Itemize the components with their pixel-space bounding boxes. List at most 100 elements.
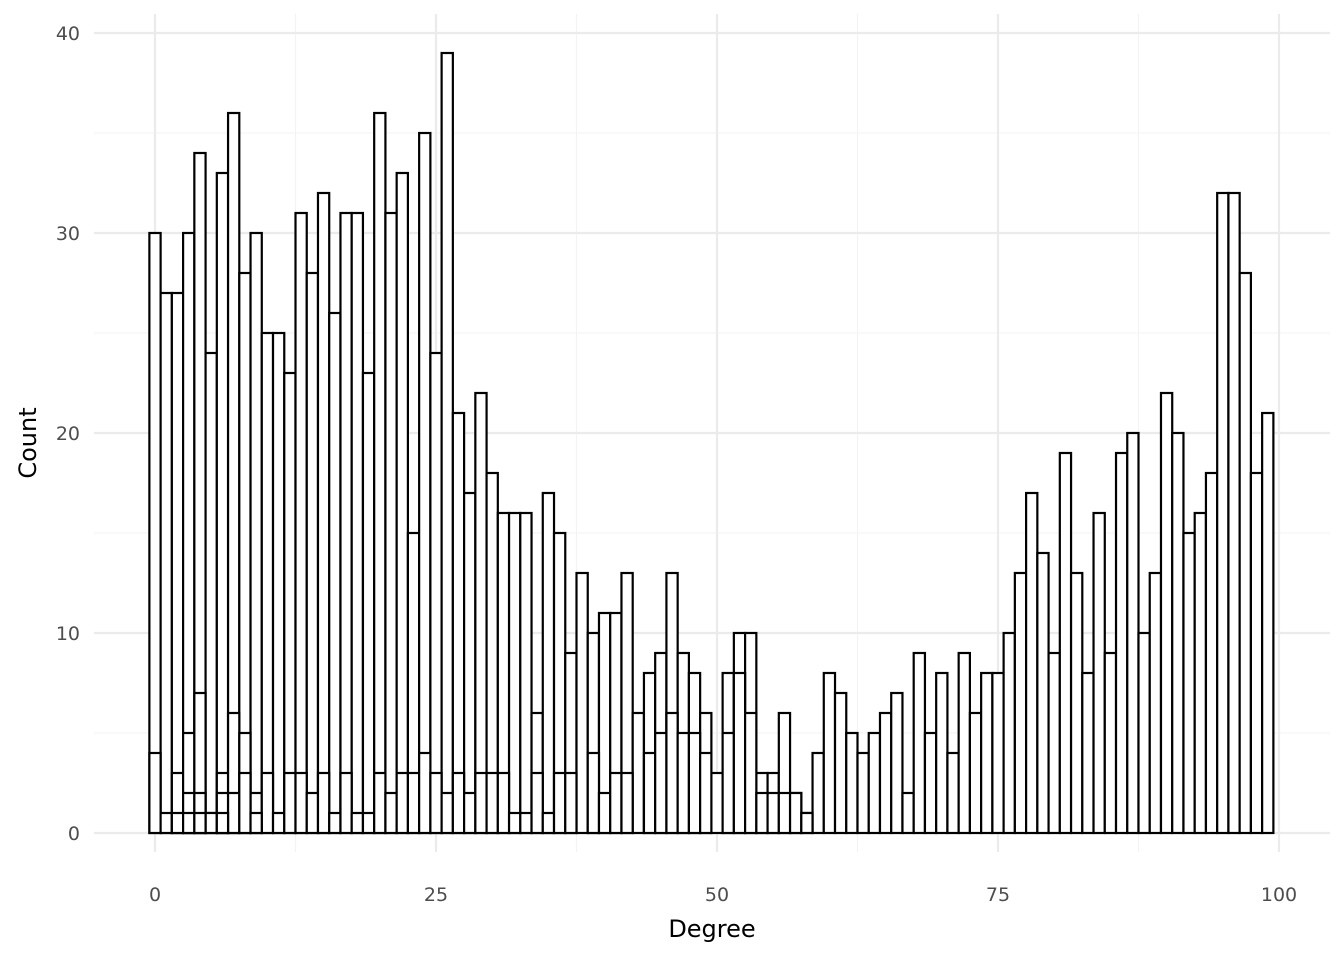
histogram-bar bbox=[350, 811, 365, 835]
histogram-bar bbox=[418, 131, 432, 835]
histogram-bar bbox=[316, 771, 331, 835]
histogram-bar bbox=[1047, 651, 1061, 835]
histogram-bar bbox=[474, 391, 488, 835]
histogram-bar bbox=[946, 751, 960, 835]
histogram-bar bbox=[800, 811, 814, 835]
y-axis-tick-labels: 0 10 20 30 40 bbox=[56, 23, 80, 845]
histogram-bar bbox=[249, 231, 263, 835]
histogram-bar bbox=[418, 751, 432, 835]
histogram-bar bbox=[687, 731, 702, 835]
histogram-bar bbox=[1216, 191, 1230, 835]
histogram-bar bbox=[339, 771, 353, 835]
histogram-bar bbox=[901, 791, 915, 835]
histogram-bar bbox=[755, 791, 769, 835]
histogram-bar bbox=[867, 731, 882, 835]
histogram-bar bbox=[316, 191, 331, 835]
histogram-bar bbox=[373, 771, 387, 835]
histogram-bar bbox=[597, 791, 612, 835]
histogram-bar bbox=[159, 811, 173, 835]
histogram-bar bbox=[1114, 451, 1129, 835]
histogram-bar bbox=[1182, 531, 1196, 835]
histogram-bar bbox=[1261, 411, 1275, 835]
histogram-bar bbox=[496, 771, 511, 835]
histogram-bar bbox=[294, 211, 308, 835]
y-tick-label: 40 bbox=[56, 23, 80, 45]
histogram-bar bbox=[1204, 471, 1219, 835]
histogram-bar bbox=[361, 811, 376, 835]
histogram-bar bbox=[215, 171, 230, 835]
histogram-bar bbox=[856, 751, 870, 835]
histogram-bar bbox=[620, 771, 634, 835]
histogram-bar bbox=[811, 751, 825, 835]
histogram-bar bbox=[1002, 631, 1016, 835]
histogram-bar bbox=[193, 811, 207, 835]
histogram-bar bbox=[721, 731, 735, 835]
histogram-bar bbox=[890, 691, 904, 835]
histogram-bar bbox=[271, 811, 286, 835]
histogram-bar bbox=[204, 811, 218, 835]
histogram-bar bbox=[1137, 631, 1151, 835]
histogram-bar bbox=[586, 751, 601, 835]
y-axis-title: Count bbox=[14, 407, 42, 478]
histogram-bar bbox=[328, 311, 342, 835]
histogram-bar bbox=[395, 171, 410, 835]
histogram-bar bbox=[440, 51, 454, 835]
histogram-bar bbox=[170, 811, 185, 835]
histogram-bar bbox=[642, 751, 657, 835]
histogram-bar bbox=[350, 211, 365, 835]
histogram-bar bbox=[384, 791, 398, 835]
histogram-bar bbox=[609, 771, 623, 835]
histogram-bar bbox=[339, 211, 353, 835]
histogram-bar bbox=[294, 771, 308, 835]
histogram-bar bbox=[1238, 271, 1253, 835]
histogram-bar bbox=[238, 771, 252, 835]
histogram-bar bbox=[845, 731, 859, 835]
histogram-bar bbox=[451, 771, 466, 835]
histogram-bar bbox=[530, 771, 544, 835]
y-tick-label: 10 bbox=[56, 623, 80, 645]
histogram-bar bbox=[1092, 511, 1106, 835]
histogram-bar bbox=[463, 791, 477, 835]
histogram-bar bbox=[215, 811, 230, 835]
histogram-bar bbox=[384, 211, 398, 835]
y-tick-label: 0 bbox=[68, 823, 80, 845]
histogram-bar bbox=[541, 811, 556, 835]
histogram-bar bbox=[283, 371, 297, 835]
histogram-bar bbox=[991, 671, 1005, 835]
histogram-bar bbox=[1069, 571, 1084, 835]
histogram-bar bbox=[283, 771, 297, 835]
x-tick-label: 50 bbox=[705, 884, 729, 906]
x-tick-label: 75 bbox=[986, 884, 1010, 906]
histogram-bar bbox=[1036, 551, 1050, 835]
histogram-bar bbox=[1249, 471, 1264, 835]
histogram-bar bbox=[631, 711, 646, 835]
histogram-bar bbox=[361, 371, 376, 835]
histogram-bar bbox=[822, 671, 837, 835]
histogram-bar bbox=[474, 771, 488, 835]
histogram-bar bbox=[1159, 391, 1174, 835]
histogram-bar bbox=[564, 771, 578, 835]
histogram-bar bbox=[406, 771, 421, 835]
histogram-bar bbox=[710, 771, 724, 835]
histogram-bar bbox=[788, 791, 803, 835]
histogram-bar bbox=[1193, 511, 1208, 835]
histogram-bar bbox=[743, 711, 758, 835]
histogram-bar bbox=[148, 751, 162, 835]
histogram-bar bbox=[485, 771, 499, 835]
histogram-bar bbox=[305, 791, 320, 835]
histogram-bar bbox=[159, 291, 173, 835]
histogram-bar bbox=[1058, 451, 1073, 835]
histogram-bar bbox=[665, 711, 679, 835]
histogram-bar bbox=[833, 691, 848, 835]
histogram-bar bbox=[777, 791, 792, 835]
histogram-bar bbox=[260, 331, 275, 835]
histogram-bar bbox=[271, 331, 286, 835]
y-tick-label: 20 bbox=[56, 423, 80, 445]
histogram-bar bbox=[249, 811, 263, 835]
histogram-bar bbox=[305, 271, 320, 835]
histogram-bar bbox=[204, 351, 218, 835]
x-tick-label: 25 bbox=[424, 884, 448, 906]
histogram-bar bbox=[507, 511, 522, 835]
histogram-bar bbox=[552, 771, 567, 835]
histogram-bar bbox=[148, 231, 162, 835]
